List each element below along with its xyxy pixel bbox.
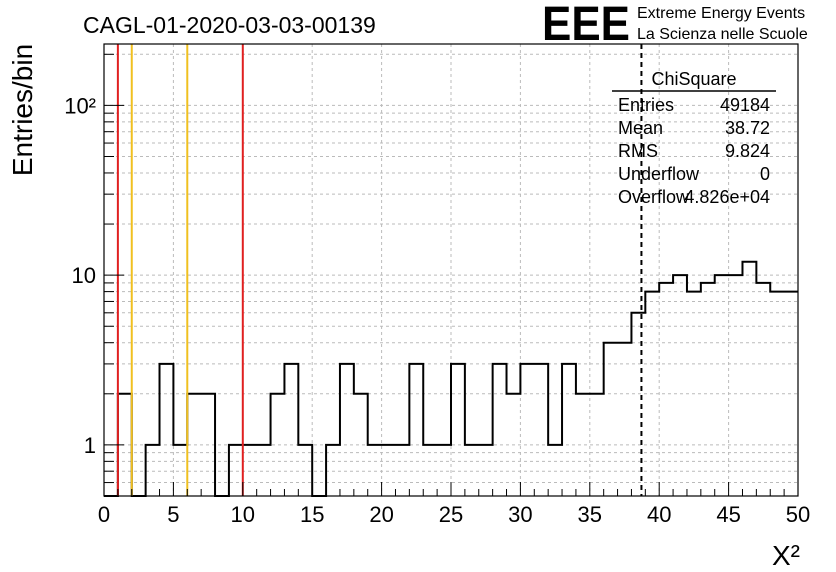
stats-value: 0: [760, 164, 770, 184]
histogram-outline: [104, 260, 798, 497]
x-tick-label: 50: [786, 502, 810, 527]
marker-lines: [116, 44, 643, 496]
x-tick-label: 35: [578, 502, 602, 527]
stats-label: RMS: [618, 141, 658, 161]
y-axis-title: Entries/bin: [7, 44, 38, 176]
x-tick-label: 45: [716, 502, 740, 527]
x-tick-label: 40: [647, 502, 671, 527]
plot-title: CAGL-01-2020-03-03-00139: [83, 12, 376, 38]
x-axis-title: X²: [772, 540, 800, 571]
eee-logo-line1: Extreme Energy Events: [637, 5, 805, 22]
x-tick-label: 25: [439, 502, 463, 527]
stats-value: 9.824: [725, 141, 770, 161]
stats-value: 38.72: [725, 118, 770, 138]
y-tick-label: 1: [84, 433, 96, 458]
stats-box-title: ChiSquare: [651, 69, 736, 89]
axis-ticks: 0 5 10 15 20 25 30 35 40 45 50 1 10 10²: [64, 53, 810, 527]
stats-label: Mean: [618, 118, 663, 138]
stats-value: 4.826e+04: [684, 187, 770, 207]
stats-label: Overflow: [618, 187, 690, 207]
stats-box: ChiSquare Entries 49184 Mean 38.72 RMS 9.824 U…: [612, 69, 776, 207]
eee-logo: EEE Extreme Energy Events La Scienza nel…: [542, 0, 808, 51]
stats-label: Entries: [618, 95, 674, 115]
stats-label: Underflow: [618, 164, 700, 184]
histogram-layer: [104, 260, 798, 497]
y-tick-label: 10: [72, 263, 96, 288]
x-tick-label: 0: [98, 502, 110, 527]
y-tick-label: 10²: [64, 93, 96, 118]
x-tick-label: 5: [167, 502, 179, 527]
x-tick-label: 15: [300, 502, 324, 527]
x-tick-label: 10: [231, 502, 255, 527]
x-tick-label: 20: [369, 502, 393, 527]
eee-logo-mark: EEE: [542, 0, 630, 51]
eee-logo-line2: La Scienza nelle Scuole: [637, 26, 808, 43]
x-tick-label: 30: [508, 502, 532, 527]
stats-value: 49184: [720, 95, 770, 115]
